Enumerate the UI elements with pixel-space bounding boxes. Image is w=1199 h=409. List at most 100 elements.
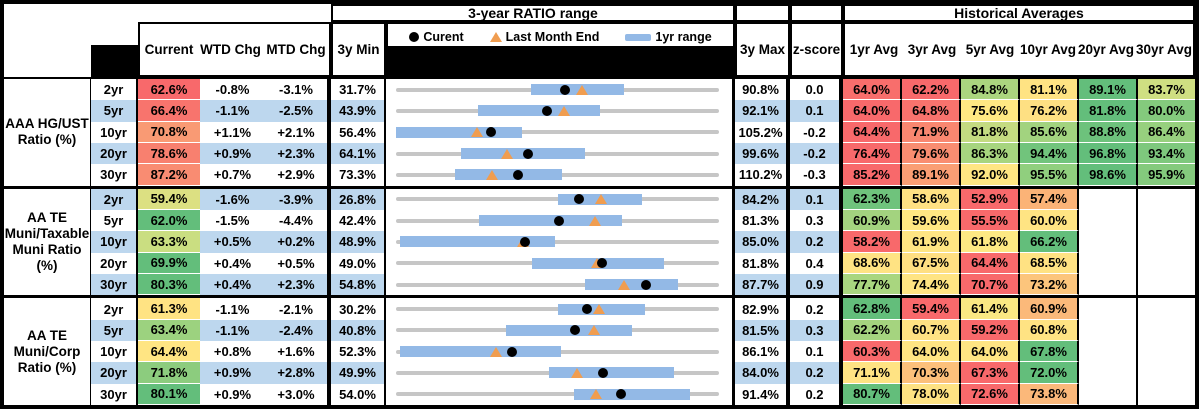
historical-avg-value: 55.5% bbox=[961, 210, 1020, 232]
wtd-chg-value: -1.1% bbox=[215, 301, 250, 317]
3y-min-value: 49.0% bbox=[331, 252, 386, 274]
historical-avg-value: 52.9% bbox=[961, 188, 1020, 210]
historical-avg-value: 67.8% bbox=[1020, 341, 1079, 363]
historical-avg-value: 70.3% bbox=[902, 362, 961, 384]
ratio-group-2: AA TE Muni/Taxable Muni Ratio (%) 2yr 59.4% -1… bbox=[4, 185, 1195, 296]
chart-legend: Curent Last Month End 1yr range bbox=[388, 24, 733, 50]
col-header-3y-max: 3y Max bbox=[735, 22, 790, 77]
range-chart bbox=[386, 79, 735, 101]
z-score-value: 0.4 bbox=[790, 252, 843, 274]
current-marker bbox=[570, 325, 581, 336]
historical-avg-value: 80.0% bbox=[1138, 100, 1195, 122]
group-label: AAA HG/UST Ratio (%) bbox=[4, 79, 91, 186]
3y-max-value: 81.3% bbox=[735, 210, 790, 232]
current-marker bbox=[522, 148, 533, 159]
tenor-label: 2yr bbox=[91, 79, 138, 101]
historical-avg-value bbox=[1138, 362, 1195, 384]
table-row: 30yr 87.2% +0.7% +2.9% 73.3% 110.2% -0.3 85.2% 8… bbox=[91, 164, 1195, 186]
3y-max-value: 91.4% bbox=[735, 383, 790, 405]
wtd-chg-value: +0.5% bbox=[200, 231, 265, 253]
col-header-mtd-chg: MTD Chg bbox=[266, 42, 326, 57]
current-dot-icon bbox=[409, 32, 420, 42]
historical-avg-value: 78.0% bbox=[902, 383, 961, 405]
table-row: 20yr 71.8% +0.9% +2.8% 49.9% 84.0% 0.2 71.1% 70.… bbox=[91, 362, 1195, 384]
wtd-chg-value: -1.1% bbox=[200, 100, 265, 122]
col-header-current: Current bbox=[144, 42, 194, 57]
historical-averages-title: Historical Averages bbox=[843, 4, 1195, 22]
historical-avg-value: 60.7% bbox=[902, 319, 961, 341]
legend-black-box bbox=[388, 46, 733, 75]
historical-avg-value: 59.6% bbox=[902, 210, 961, 232]
current-value: 80.1% bbox=[138, 383, 200, 405]
range-chart bbox=[386, 298, 735, 320]
historical-avg-value: 68.5% bbox=[1020, 252, 1079, 274]
last-month-end-marker bbox=[595, 194, 608, 205]
historical-avg-value: 67.3% bbox=[961, 362, 1020, 384]
table-body: AAA HG/UST Ratio (%) 2yr 62.6% -0.8% -3.1% 31.… bbox=[4, 77, 1195, 405]
table-row: 30yr 80.1% +0.9% +3.0% 54.0% 91.4% 0.2 80.7% 78.… bbox=[91, 383, 1195, 405]
historical-avg-value bbox=[1079, 231, 1138, 253]
3y-min-value: 30.2% bbox=[331, 298, 386, 320]
mtd-chg-value: -3.9% bbox=[265, 188, 331, 210]
3y-max-value: 92.1% bbox=[735, 100, 790, 122]
range-chart bbox=[386, 319, 735, 341]
group-label: AA TE Muni/Taxable Muni Ratio (%) bbox=[4, 188, 91, 296]
historical-avg-value bbox=[1079, 383, 1138, 405]
legend-1yr-range-label: 1yr range bbox=[655, 30, 712, 44]
historical-avg-value: 64.0% bbox=[843, 100, 902, 122]
historical-avg-value: 59.4% bbox=[902, 298, 961, 320]
historical-avg-value: 62.2% bbox=[843, 319, 902, 341]
1yr-range-bar bbox=[549, 367, 674, 379]
mtd-chg-value: -2.5% bbox=[265, 100, 331, 122]
historical-avg-value: 66.2% bbox=[1020, 231, 1079, 253]
wtd-chg-value: +0.9% bbox=[213, 386, 252, 402]
group-label: AA TE Muni/Corp Ratio (%) bbox=[4, 298, 91, 405]
historical-avg-value: 62.3% bbox=[843, 188, 902, 210]
historical-avg-value: 67.5% bbox=[902, 252, 961, 274]
historical-avg-value bbox=[1138, 231, 1195, 253]
blank-cell-above-3ymax bbox=[735, 4, 790, 22]
historical-avg-value bbox=[1138, 319, 1195, 341]
historical-avg-value: 71.9% bbox=[902, 121, 961, 143]
historical-avg-value: 89.1% bbox=[902, 164, 961, 186]
z-score-value: 0.2 bbox=[790, 231, 843, 253]
last-month-end-marker bbox=[575, 84, 588, 95]
group-label-line: Muni/Corp bbox=[13, 343, 81, 359]
mtd-chg-value: +2.3% bbox=[265, 273, 331, 296]
wtd-chg-value: -1.5% bbox=[215, 213, 250, 229]
range-chart bbox=[386, 121, 735, 143]
3y-min-value: 26.8% bbox=[331, 188, 386, 210]
col-header-z-score: z-score bbox=[790, 22, 843, 77]
historical-avg-value: 64.0% bbox=[902, 341, 961, 363]
group-rows: 2yr 59.4% -1.6% -3.9% 26.8% 84.2% 0.1 62.3% 58.6… bbox=[91, 188, 1195, 296]
historical-avg-value: 58.6% bbox=[902, 188, 961, 210]
mtd-chg-value: +3.0% bbox=[265, 383, 331, 405]
table-row: 2yr 61.3% -1.1% -2.1% 30.2% 82.9% 0.2 62.8% 59.4… bbox=[91, 298, 1195, 320]
blank-cell-above-zscore bbox=[790, 4, 843, 22]
z-score-value: 0.3 bbox=[790, 210, 843, 232]
z-score-value: -0.2 bbox=[790, 121, 843, 143]
3y-max-value: 81.5% bbox=[735, 319, 790, 341]
z-score-value: 0.0 bbox=[790, 79, 843, 101]
last-month-end-marker bbox=[486, 169, 499, 180]
table-row: 20yr 69.9% +0.4% +0.5% 49.0% 81.8% 0.4 68.6% 67.… bbox=[91, 252, 1195, 274]
tenor-label: 20yr bbox=[91, 362, 138, 384]
historical-avg-value: 80.7% bbox=[843, 383, 902, 405]
tenor-label: 20yr bbox=[91, 142, 138, 165]
current-marker bbox=[519, 236, 530, 247]
historical-avg-value: 81.8% bbox=[1079, 100, 1138, 122]
3y-min-value: 49.9% bbox=[331, 362, 386, 384]
range-chart bbox=[386, 341, 735, 363]
3y-max-value: 84.2% bbox=[735, 188, 790, 210]
3y-min-value: 64.1% bbox=[331, 142, 386, 165]
ratio-group-1: AAA HG/UST Ratio (%) 2yr 62.6% -0.8% -3.1% 31.… bbox=[4, 79, 1195, 186]
current-value: 87.2% bbox=[138, 164, 200, 186]
last-month-end-marker bbox=[490, 346, 503, 357]
last-month-end-marker bbox=[557, 105, 570, 116]
tenor-label: 10yr bbox=[91, 231, 138, 253]
tenor-label: 20yr bbox=[91, 252, 138, 274]
historical-avg-value: 86.4% bbox=[1138, 121, 1195, 143]
table-row: 30yr 80.3% +0.4% +2.3% 54.8% 87.7% 0.9 77.7% 74.… bbox=[91, 273, 1195, 296]
col-header-1yr-avg: 1yr Avg bbox=[849, 42, 899, 57]
mtd-chg-value: +2.1% bbox=[265, 121, 331, 143]
